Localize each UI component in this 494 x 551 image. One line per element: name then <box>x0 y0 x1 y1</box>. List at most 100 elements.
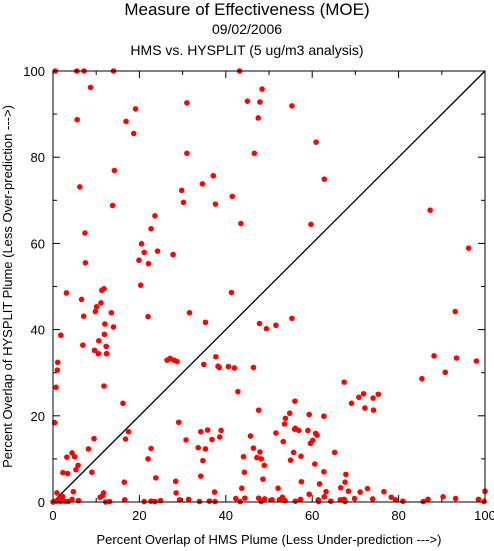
data-point <box>331 449 338 456</box>
data-point <box>357 489 363 495</box>
data-point <box>419 375 425 382</box>
data-point <box>216 434 223 440</box>
data-point <box>93 303 100 310</box>
data-point <box>57 332 64 339</box>
data-point <box>388 494 395 501</box>
data-point <box>170 251 176 258</box>
data-point <box>154 248 161 254</box>
data-point <box>282 497 288 504</box>
data-point <box>78 296 85 303</box>
data-point <box>213 353 219 360</box>
data-point <box>360 391 367 397</box>
data-point <box>307 440 314 447</box>
data-point <box>132 106 139 112</box>
data-point <box>195 444 201 451</box>
y-axis-ticks: 0 20 40 60 80 100 <box>23 64 485 510</box>
y-axis-label: Percent Overlap of HYSPLIT Plume (Less O… <box>0 105 15 468</box>
data-point <box>82 230 88 236</box>
data-point <box>211 489 218 495</box>
data-point <box>54 367 61 373</box>
data-point <box>297 496 304 503</box>
data-point <box>291 426 298 432</box>
data-point <box>263 325 270 332</box>
data-point <box>259 86 265 92</box>
data-point <box>123 118 129 125</box>
data-point <box>425 496 431 503</box>
data-point <box>176 497 183 503</box>
data-point <box>209 436 215 443</box>
data-point <box>400 498 406 504</box>
data-point <box>342 479 348 485</box>
x-axis-ticks: 0 20 40 60 80 100 <box>49 71 494 523</box>
data-point <box>218 427 224 434</box>
data-point <box>251 150 258 157</box>
y-tick-label: 20 <box>31 409 45 424</box>
data-point <box>63 290 70 296</box>
data-point <box>431 353 437 359</box>
data-point <box>348 400 355 407</box>
data-point <box>141 249 147 256</box>
data-point <box>256 320 263 327</box>
data-point <box>313 139 319 145</box>
data-point <box>362 405 368 411</box>
data-point <box>225 363 232 370</box>
data-point <box>475 496 482 503</box>
data-point <box>292 498 299 504</box>
data-point <box>101 331 108 338</box>
data-point <box>204 427 211 433</box>
data-point <box>60 469 66 476</box>
x-tick-label: 80 <box>391 508 405 523</box>
data-point <box>110 324 117 330</box>
data-point <box>442 369 449 376</box>
data-point <box>298 478 305 485</box>
data-point <box>121 497 128 503</box>
data-point <box>321 469 327 475</box>
data-point <box>185 496 192 503</box>
data-point <box>276 497 283 503</box>
data-point <box>145 313 151 320</box>
data-point <box>145 260 152 267</box>
data-point <box>82 259 89 266</box>
data-point <box>311 461 318 467</box>
data-point <box>275 485 281 492</box>
data-point <box>286 410 293 417</box>
data-point <box>76 184 83 190</box>
data-point <box>287 457 294 463</box>
data-point <box>343 471 349 478</box>
data-point <box>440 494 446 500</box>
one-to-one-line <box>52 70 486 503</box>
data-point <box>97 494 103 501</box>
data-point <box>173 490 179 496</box>
data-point <box>53 384 59 391</box>
data-point <box>148 445 154 452</box>
x-axis-label: Percent Overlap of HMS Plume (Less Under… <box>97 532 442 547</box>
chart-subtitle: HMS vs. HYSPLIT (5 ug/m3 analysis) <box>130 42 364 58</box>
data-point <box>89 469 95 476</box>
y-tick-label: 60 <box>31 236 45 251</box>
data-point <box>180 199 187 206</box>
data-point <box>75 497 82 504</box>
data-point <box>281 421 288 427</box>
data-point <box>238 220 244 227</box>
data-point <box>186 309 193 316</box>
data-point <box>240 453 247 460</box>
data-point <box>70 488 77 495</box>
data-point <box>206 498 213 504</box>
data-point <box>427 207 433 214</box>
data-point <box>308 221 314 228</box>
data-point <box>197 428 204 435</box>
data-point <box>138 241 145 247</box>
data-point <box>54 490 60 496</box>
chart-date: 09/02/2006 <box>211 21 283 37</box>
data-point <box>235 388 241 395</box>
data-point <box>103 343 109 350</box>
data-point <box>202 446 209 452</box>
data-point <box>73 466 79 473</box>
data-point <box>229 193 236 200</box>
chart-title: Measure of Effectiveness (MOE) <box>124 0 370 19</box>
data-point <box>216 364 223 371</box>
data-point <box>145 456 151 462</box>
data-point <box>111 167 118 174</box>
y-tick-label: 40 <box>31 323 45 338</box>
